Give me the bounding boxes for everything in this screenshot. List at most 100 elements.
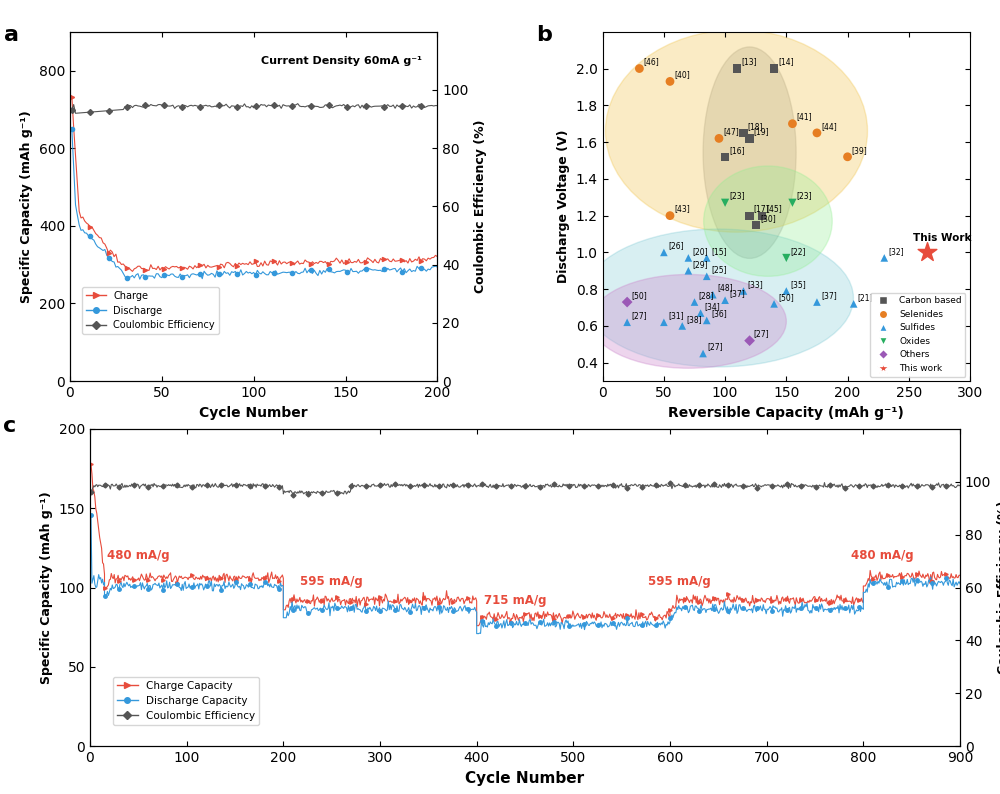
Point bbox=[656, 316, 672, 329]
Text: [30]: [30] bbox=[760, 214, 776, 222]
Point bbox=[695, 347, 711, 360]
Y-axis label: Coulombic Efficiency (%): Coulombic Efficiency (%) bbox=[474, 120, 487, 293]
Y-axis label: Specific Capacity (mAh g⁻¹): Specific Capacity (mAh g⁻¹) bbox=[20, 110, 33, 303]
Point bbox=[662, 210, 678, 222]
Text: This Work: This Work bbox=[913, 233, 972, 243]
Ellipse shape bbox=[703, 47, 796, 258]
Text: [44]: [44] bbox=[821, 121, 837, 131]
Point bbox=[809, 295, 825, 308]
Text: [14]: [14] bbox=[778, 57, 794, 67]
Text: [27]: [27] bbox=[754, 330, 769, 338]
Text: [20]: [20] bbox=[693, 247, 708, 256]
Text: 715 mA/g: 715 mA/g bbox=[484, 594, 547, 607]
Text: [23]: [23] bbox=[729, 191, 745, 201]
Point bbox=[778, 252, 794, 264]
Text: [21]: [21] bbox=[858, 293, 873, 302]
Point bbox=[631, 62, 647, 75]
Text: [19]: [19] bbox=[754, 127, 769, 137]
Text: 595 mA/g: 595 mA/g bbox=[648, 575, 711, 588]
Point bbox=[699, 252, 715, 264]
Point bbox=[809, 126, 825, 139]
Text: [28]: [28] bbox=[699, 291, 714, 300]
Point bbox=[674, 320, 690, 333]
Text: [32]: [32] bbox=[888, 247, 904, 256]
Point bbox=[717, 150, 733, 163]
Text: [27]: [27] bbox=[707, 342, 723, 352]
Point bbox=[742, 334, 758, 347]
Point bbox=[711, 132, 727, 145]
Point bbox=[742, 210, 758, 222]
Point bbox=[680, 252, 696, 264]
Point bbox=[840, 150, 856, 163]
Text: [26]: [26] bbox=[668, 241, 684, 250]
Point bbox=[742, 132, 758, 145]
Point bbox=[754, 210, 770, 222]
Text: Current Density 60mA g⁻¹: Current Density 60mA g⁻¹ bbox=[261, 56, 422, 66]
Text: [46]: [46] bbox=[644, 57, 659, 67]
Point bbox=[766, 62, 782, 75]
Text: [34]: [34] bbox=[705, 302, 721, 311]
Text: [13]: [13] bbox=[742, 57, 757, 67]
Y-axis label: Specific Capacity (mAh g⁻¹): Specific Capacity (mAh g⁻¹) bbox=[40, 491, 53, 684]
Text: [43]: [43] bbox=[674, 205, 690, 214]
Point bbox=[766, 298, 782, 310]
Point bbox=[717, 196, 733, 209]
Point bbox=[619, 295, 635, 308]
Legend: Charge, Discharge, Coulombic Efficiency: Charge, Discharge, Coulombic Efficiency bbox=[82, 287, 219, 334]
Text: [23]: [23] bbox=[797, 191, 812, 201]
Text: 480 mA/g: 480 mA/g bbox=[107, 549, 170, 562]
Point bbox=[735, 126, 751, 139]
Text: [48]: [48] bbox=[717, 283, 733, 292]
Point bbox=[699, 314, 715, 327]
X-axis label: Reversible Capacity (mAh g⁻¹): Reversible Capacity (mAh g⁻¹) bbox=[668, 406, 904, 419]
Ellipse shape bbox=[583, 229, 853, 367]
Text: c: c bbox=[3, 416, 16, 436]
Legend: Charge Capacity, Discharge Capacity, Coulombic Efficiency: Charge Capacity, Discharge Capacity, Cou… bbox=[113, 676, 259, 725]
Ellipse shape bbox=[590, 275, 786, 368]
Ellipse shape bbox=[605, 30, 867, 232]
Point bbox=[705, 288, 721, 301]
Text: [17]: [17] bbox=[754, 205, 769, 214]
Text: [33]: [33] bbox=[748, 279, 763, 289]
Text: [41]: [41] bbox=[797, 113, 812, 121]
Text: [38]: [38] bbox=[686, 314, 702, 324]
Ellipse shape bbox=[704, 166, 832, 276]
Point bbox=[876, 252, 892, 264]
X-axis label: Cycle Number: Cycle Number bbox=[199, 406, 308, 419]
Text: [35]: [35] bbox=[790, 279, 806, 289]
Text: b: b bbox=[537, 25, 552, 44]
Point bbox=[680, 264, 696, 277]
Point bbox=[735, 285, 751, 298]
X-axis label: Cycle Number: Cycle Number bbox=[465, 771, 585, 786]
Text: [31]: [31] bbox=[668, 311, 684, 320]
Text: [39]: [39] bbox=[852, 145, 867, 155]
Text: [37]: [37] bbox=[729, 289, 745, 298]
Point bbox=[693, 306, 709, 319]
Text: [50]: [50] bbox=[778, 293, 794, 302]
Text: [45]: [45] bbox=[766, 205, 782, 214]
Text: [25]: [25] bbox=[711, 265, 727, 274]
Point bbox=[662, 75, 678, 88]
Text: 480 mA/g: 480 mA/g bbox=[851, 549, 914, 562]
Point bbox=[686, 295, 702, 308]
Text: [37]: [37] bbox=[821, 291, 837, 300]
Y-axis label: Discharge Voltage (V): Discharge Voltage (V) bbox=[557, 129, 570, 283]
Text: [40]: [40] bbox=[674, 70, 690, 79]
Point bbox=[778, 285, 794, 298]
Text: [27]: [27] bbox=[631, 311, 647, 320]
Text: [47]: [47] bbox=[723, 127, 739, 137]
Point bbox=[784, 118, 800, 130]
Text: a: a bbox=[4, 25, 19, 44]
Text: [18]: [18] bbox=[748, 121, 763, 131]
Point bbox=[656, 246, 672, 259]
Text: [22]: [22] bbox=[790, 247, 806, 256]
Point bbox=[699, 270, 715, 283]
Text: [16]: [16] bbox=[729, 145, 745, 155]
Point bbox=[729, 62, 745, 75]
Point bbox=[748, 218, 764, 231]
Text: [50]: [50] bbox=[631, 291, 647, 300]
Point bbox=[784, 196, 800, 209]
Text: [29]: [29] bbox=[693, 260, 708, 268]
Y-axis label: Coulombic Efficiency (%): Coulombic Efficiency (%) bbox=[997, 501, 1000, 674]
Text: [36]: [36] bbox=[711, 310, 727, 318]
